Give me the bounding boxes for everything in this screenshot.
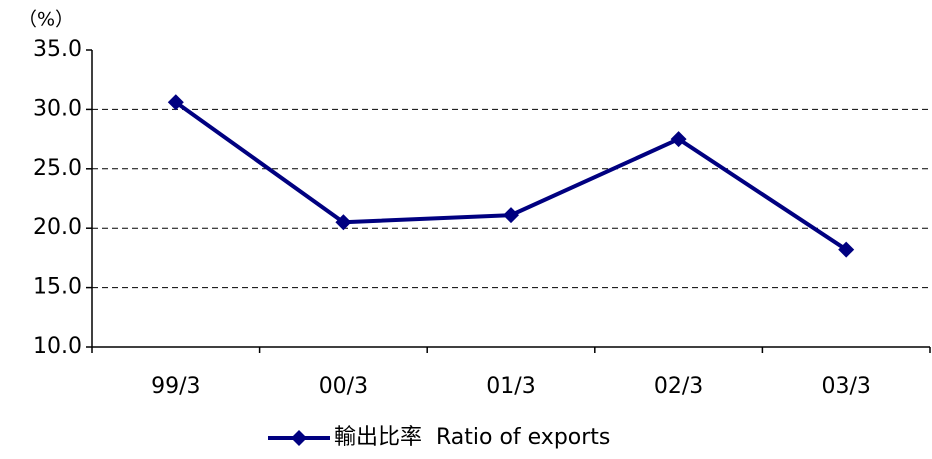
point (335, 214, 352, 231)
y-tick-label: 10.0 (33, 334, 82, 359)
point (503, 207, 519, 224)
y-tick-label: 20.0 (33, 215, 82, 240)
y-tick-label: 25.0 (33, 156, 82, 181)
point (838, 241, 855, 258)
series-line (174, 100, 848, 252)
x-tick-label: 01/3 (486, 374, 535, 399)
y-tick-label: 30.0 (33, 96, 82, 121)
x-tick-label: 03/3 (821, 374, 870, 399)
y-axis-label: （%） (18, 9, 74, 31)
y-tick-label: 35.0 (33, 37, 82, 62)
point (670, 131, 687, 148)
point (167, 94, 184, 111)
y-tick-label: 15.0 (33, 275, 82, 300)
legend-marker (291, 430, 307, 446)
x-tick-label: 02/3 (654, 374, 703, 399)
x-tick-label: 00/3 (319, 374, 368, 399)
x-tick-label: 99/3 (151, 374, 200, 399)
legend-label: 輸出比率 Ratio of exports (334, 425, 610, 450)
